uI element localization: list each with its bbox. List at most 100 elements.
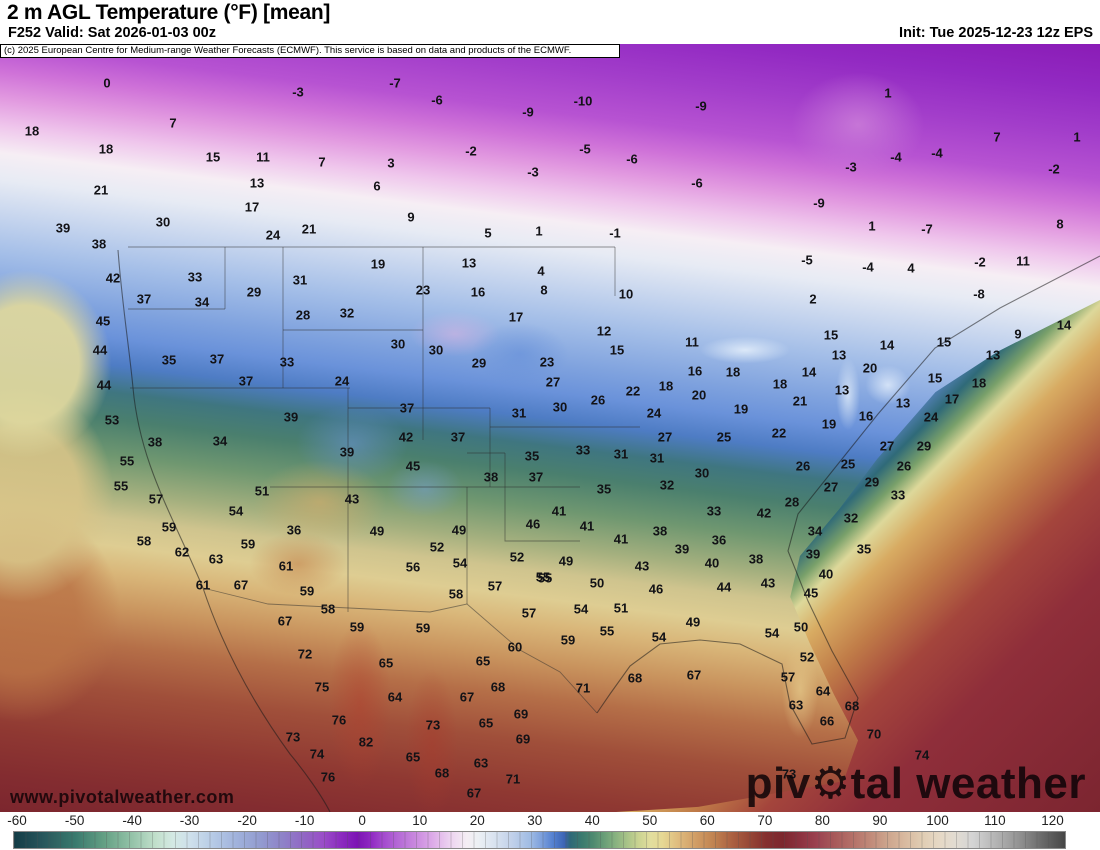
temp-value: 39 xyxy=(674,541,690,557)
temp-value: 17 xyxy=(244,199,260,215)
temp-value: 38 xyxy=(147,434,163,450)
temp-value: 15 xyxy=(205,149,221,165)
temp-value: 27 xyxy=(657,429,673,445)
temp-value: 67 xyxy=(686,667,702,683)
temp-value: 56 xyxy=(405,559,421,575)
temp-value: 11 xyxy=(256,149,270,165)
temp-value: 61 xyxy=(195,577,211,593)
temp-value: -6 xyxy=(626,151,638,167)
temp-value: 46 xyxy=(525,516,541,532)
temp-value: 37 xyxy=(528,469,544,485)
temp-value: 24 xyxy=(334,373,350,389)
watermark-brand: piv⚙tal weather xyxy=(746,756,1086,812)
colorbar-gradient xyxy=(13,831,1066,849)
temp-value: -9 xyxy=(695,98,707,114)
temp-value: 7 xyxy=(318,154,326,170)
temp-value: 20 xyxy=(862,360,878,376)
copyright-banner: (c) 2025 European Centre for Medium-rang… xyxy=(0,44,620,58)
temp-value: -3 xyxy=(845,159,857,175)
temp-value: 38 xyxy=(91,236,107,252)
temp-value: 33 xyxy=(890,487,906,503)
temp-value: 43 xyxy=(344,491,360,507)
colorbar: -60 -50 -40 -30 -20 -10 0 10 20 30 40 50 60 70 80 90 100… xyxy=(0,812,1100,850)
temp-value: 18 xyxy=(725,364,741,380)
temp-value: 37 xyxy=(399,400,415,416)
temp-value: 29 xyxy=(864,474,880,490)
temp-value: 37 xyxy=(238,373,254,389)
temp-value: 68 xyxy=(434,765,450,781)
temp-value: 13 xyxy=(895,395,911,411)
colorbar-tick: -60 xyxy=(7,813,27,828)
temp-value: 53 xyxy=(104,412,120,428)
temp-value: 40 xyxy=(818,566,834,582)
temp-value: 41 xyxy=(551,503,567,519)
temp-value: 55 xyxy=(599,623,615,639)
temp-value: 68 xyxy=(844,698,860,714)
temp-value: 28 xyxy=(295,307,311,323)
temp-value: 37 xyxy=(209,351,225,367)
temp-value: 12 xyxy=(596,323,612,339)
temp-value: 29 xyxy=(916,438,932,454)
temp-value: 38 xyxy=(652,523,668,539)
colorbar-tick: -30 xyxy=(179,813,200,828)
temp-value: 61 xyxy=(278,558,294,574)
temp-value: 21 xyxy=(792,393,808,409)
temp-value: 46 xyxy=(648,581,664,597)
temp-value: 42 xyxy=(398,429,414,445)
temp-value: 43 xyxy=(634,558,650,574)
temp-value: 25 xyxy=(716,429,732,445)
temperature-map[interactable]: (c) 2025 European Centre for Medium-rang… xyxy=(0,44,1100,812)
temp-value: 37 xyxy=(136,291,152,307)
temp-value: 33 xyxy=(187,269,203,285)
temp-value: 55 xyxy=(113,478,129,494)
temp-value: 14 xyxy=(1056,317,1072,333)
temp-value: 32 xyxy=(339,305,355,321)
temp-value: 21 xyxy=(93,182,109,198)
temp-value: 42 xyxy=(105,270,121,286)
temp-value: 14 xyxy=(879,337,895,353)
temp-value: 57 xyxy=(148,491,164,507)
temp-value: 13 xyxy=(985,347,1001,363)
colorbar-tick: 100 xyxy=(926,813,949,828)
temp-value: 73 xyxy=(781,766,797,782)
temp-value: 66 xyxy=(819,713,835,729)
temp-value: 49 xyxy=(558,553,574,569)
temp-value: 59 xyxy=(349,619,365,635)
map-header: 2 m AGL Temperature (°F) [mean] F252 Val… xyxy=(0,0,1100,44)
temp-value: 9 xyxy=(407,209,415,225)
temp-value: 3 xyxy=(387,155,395,171)
temp-value: 55 xyxy=(535,569,551,585)
temp-value: 9 xyxy=(1014,326,1022,342)
temp-value: 35 xyxy=(856,541,872,557)
temp-value: 22 xyxy=(625,383,641,399)
gear-icon: ⚙ xyxy=(810,759,851,808)
temp-value: 33 xyxy=(279,354,295,370)
temp-value: -6 xyxy=(431,92,443,108)
temp-value: 67 xyxy=(233,577,249,593)
temp-value: 38 xyxy=(748,551,764,567)
temp-value: 13 xyxy=(831,347,847,363)
temp-value: 4 xyxy=(907,260,915,276)
temp-value: 31 xyxy=(613,446,629,462)
temp-value: 44 xyxy=(92,342,108,358)
temp-value: 18 xyxy=(98,141,114,157)
temp-value: 42 xyxy=(756,505,772,521)
temp-value: 16 xyxy=(858,408,874,424)
temperature-values-layer: 0 7 -3 -7 -6 -9 -10 -9 1 -2 3 -5 -6 -3 -6 -4 -4 -3 7 1 -2 -9 1… xyxy=(0,44,1100,812)
temp-value: 27 xyxy=(545,374,561,390)
temp-value: 67 xyxy=(277,613,293,629)
temp-value: 76 xyxy=(331,712,347,728)
temp-value: 39 xyxy=(805,546,821,562)
temp-value: 60 xyxy=(507,639,523,655)
temp-value: 26 xyxy=(795,458,811,474)
temp-value: 41 xyxy=(613,531,629,547)
temp-value: 31 xyxy=(649,450,665,466)
temp-value: 55 xyxy=(119,453,135,469)
temp-value: 41 xyxy=(579,518,595,534)
temp-value: 23 xyxy=(539,354,555,370)
temp-value: -5 xyxy=(801,252,813,268)
temp-value: 13 xyxy=(834,382,850,398)
temp-value: 31 xyxy=(292,272,308,288)
temp-value: 6 xyxy=(373,178,381,194)
temp-value: 49 xyxy=(451,522,467,538)
